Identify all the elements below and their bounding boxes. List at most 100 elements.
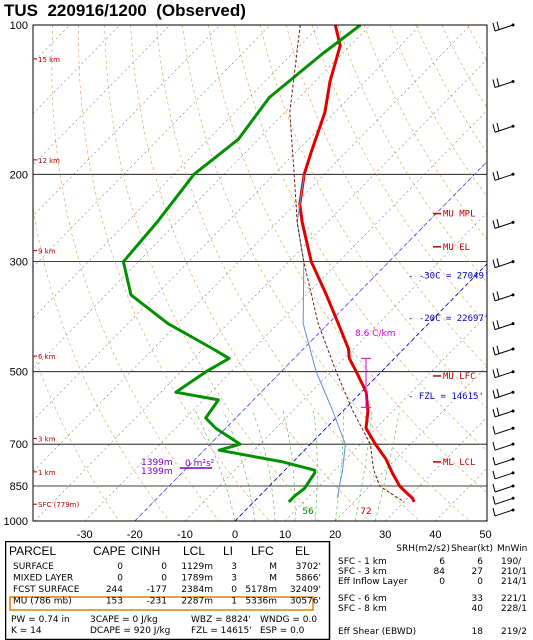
- param-extra-value: FZL = 14615': [191, 626, 252, 636]
- isotherm-highlight-line: [234, 263, 487, 521]
- param-header-cape: CAPE: [93, 544, 126, 558]
- wind-barb-shaft: [494, 509, 514, 517]
- param-cell-li: 0: [231, 585, 237, 595]
- wind-barb-station: [511, 23, 515, 27]
- wind-barb-flag: [492, 124, 496, 133]
- pressure-tick-label: 300: [10, 257, 28, 269]
- wind-barb-shaft: [494, 261, 514, 269]
- wind-barb-flag: [492, 346, 496, 356]
- param-extra-value: WBZ = 8824': [191, 615, 251, 625]
- param-cell-cape: 153: [106, 597, 123, 607]
- wind-barb-flag: [496, 320, 500, 329]
- param-cell-lcl: 2287m: [181, 597, 213, 607]
- param-cell-lfc: M: [269, 562, 277, 572]
- wind-barb: [492, 407, 515, 418]
- param-cell-el: 30576': [290, 597, 321, 607]
- parcel-trace: [289, 25, 405, 503]
- param-cell-li: 3: [231, 562, 237, 572]
- wind-barb-shaft: [494, 81, 514, 88]
- shear-header-srh: SRH(m2/s2): [396, 544, 450, 554]
- wind-barb-flag: [496, 78, 500, 87]
- shear-header-mnwind: MnWin: [497, 544, 527, 554]
- pressure-tick-label: 200: [10, 169, 28, 181]
- wind-barb-station: [511, 370, 515, 374]
- param-header-cinh: CINH: [131, 544, 160, 558]
- param-cell-cinh: 0: [161, 562, 167, 572]
- height-marker-label: 1399m: [141, 458, 173, 468]
- param-cell-lcl: 1129m: [181, 562, 213, 572]
- param-cell-el: 3702': [296, 562, 321, 572]
- skew-t-chart: 100 200 300 500 700 850 1000 -30 -20 -10 0 10 20 30 40…: [4, 20, 515, 540]
- param-cell-parcel: SURFACE: [13, 562, 54, 572]
- isotherm-highlight-line: [134, 160, 487, 521]
- param-cell-lcl: 2384m: [181, 585, 213, 595]
- shear-row-mnwind: 214/1: [501, 577, 527, 587]
- wind-barb-shaft: [494, 348, 514, 356]
- temperature-tick-label: 0: [232, 529, 238, 540]
- wind-barb: [492, 320, 515, 331]
- param-cell-cinh: 0: [161, 574, 167, 584]
- height-label: 1 km: [38, 469, 56, 477]
- level-annotation: ML LCL: [443, 458, 476, 468]
- helicity-label: 0 m²s²: [185, 459, 215, 469]
- param-extra-value: ESP = 0.0: [260, 626, 305, 636]
- param-cell-lfc: 5178m: [245, 585, 277, 595]
- wind-barb: [492, 507, 515, 517]
- wind-barb-flag: [496, 368, 500, 377]
- shear-header-shear: Shear(kt): [451, 544, 493, 554]
- height-label: SFC (779m): [38, 501, 79, 509]
- wind-barb-flag: [492, 292, 496, 301]
- wind-barb: [492, 291, 515, 302]
- wind-barb: [492, 426, 515, 435]
- wind-barb: [492, 122, 515, 133]
- shear-row-srh: 6: [439, 557, 445, 567]
- param-cell-cinh: -231: [147, 597, 167, 607]
- shear-row-mnwind: 228/1: [501, 604, 527, 614]
- dry-adiabat-line: [337, 25, 487, 283]
- wind-barb-shaft: [494, 410, 514, 418]
- param-header-parcel: PARCEL: [9, 544, 56, 558]
- param-extra-value: K = 14: [11, 626, 42, 636]
- param-cell-li: 1: [231, 597, 237, 607]
- dry-adiabat-line: [182, 25, 470, 521]
- param-cell-el: 5866': [296, 574, 321, 584]
- wind-barb-flag: [492, 220, 496, 229]
- level-annotation: MU EL: [443, 243, 470, 253]
- wind-barb-station: [511, 471, 515, 475]
- param-cell-parcel: FCST SURFACE: [13, 585, 80, 595]
- wind-barb-station: [511, 484, 515, 488]
- shear-row-label: SFC - 1 km: [338, 557, 387, 567]
- moist-adiabat-line: [334, 410, 344, 521]
- wind-barb-shaft: [494, 497, 514, 505]
- param-cell-lfc: 5336m: [245, 597, 277, 607]
- shear-row-shear: 40: [472, 604, 484, 614]
- shear-row-label: SFC - 6 km: [338, 594, 387, 604]
- height-label: 6 km: [38, 353, 56, 361]
- surface-temperature-label: 72: [360, 507, 371, 517]
- dry-adiabat-line: [156, 25, 420, 521]
- wind-barb-station: [511, 124, 515, 128]
- wind-barb-flag: [492, 426, 496, 435]
- wind-barb-flag: [492, 369, 496, 378]
- wind-barb-station: [511, 508, 515, 512]
- moist-adiabat-line: [223, 410, 256, 521]
- wind-barb-station: [511, 442, 515, 446]
- wind-barb-station: [511, 409, 515, 413]
- param-cell-li: 3: [231, 574, 237, 584]
- wind-barb-shaft: [494, 221, 514, 229]
- shear-row-shear: 0: [477, 577, 483, 587]
- height-label: 12 km: [38, 157, 60, 165]
- wind-barb-flag: [492, 408, 496, 418]
- wind-barb-flag: [492, 22, 496, 32]
- wind-barb-shaft: [494, 173, 514, 181]
- wind-barb-flag: [492, 507, 496, 517]
- dewpoint-trace: [121, 25, 362, 503]
- isotherm-line: [84, 110, 487, 521]
- dry-adiabat-line: [259, 25, 487, 409]
- wind-barb-shaft: [494, 294, 514, 302]
- wind-barb: [492, 345, 515, 356]
- wind-barb-station: [511, 426, 515, 430]
- param-cell-parcel: MU (786 mb): [13, 597, 72, 607]
- wind-barb: [492, 258, 515, 269]
- wind-barb-station: [511, 172, 515, 176]
